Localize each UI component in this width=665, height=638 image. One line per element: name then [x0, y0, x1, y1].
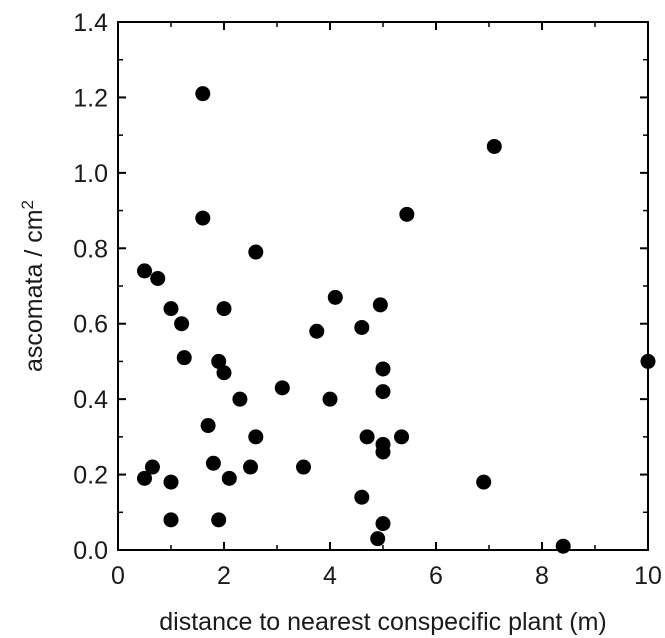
y-tick-label: 0.4	[73, 386, 108, 414]
x-axis-title: distance to nearest conspecific plant (m…	[159, 608, 606, 636]
data-point	[195, 210, 211, 226]
data-point	[370, 531, 386, 547]
data-points	[137, 86, 656, 554]
x-tick-label: 10	[634, 562, 662, 590]
data-point	[137, 263, 152, 279]
data-point	[322, 391, 338, 407]
y-tick-label: 1.4	[73, 9, 108, 37]
data-point	[309, 323, 325, 339]
data-point	[137, 470, 152, 486]
data-point	[232, 391, 248, 407]
data-point	[274, 380, 290, 396]
y-tick-label: 0.2	[73, 462, 108, 490]
data-point	[354, 489, 370, 505]
data-point	[243, 459, 258, 475]
data-point	[399, 206, 415, 222]
data-point	[375, 361, 391, 377]
data-point	[163, 474, 179, 490]
data-point	[174, 316, 190, 332]
data-point	[200, 418, 216, 434]
data-point	[144, 459, 160, 475]
y-tick-label: 0.8	[73, 235, 108, 263]
data-point	[248, 429, 264, 445]
data-point	[211, 353, 227, 369]
data-point	[195, 86, 211, 102]
data-point	[211, 512, 227, 528]
data-point	[375, 516, 391, 532]
data-point	[216, 301, 232, 317]
data-point	[221, 470, 237, 486]
data-point	[205, 455, 221, 471]
y-axis-ticks: 0.0 0.2 0.4 0.6 0.8 1.0 1.2 1.4	[73, 9, 648, 565]
data-point	[163, 301, 179, 317]
y-axis-title-text: ascomata / cm	[20, 209, 48, 372]
data-point	[296, 459, 311, 475]
data-point	[375, 384, 391, 400]
data-point	[476, 474, 492, 490]
plot-area-frame	[117, 21, 649, 551]
y-tick-label: 0.6	[73, 311, 108, 339]
x-tick-label: 8	[535, 562, 549, 590]
data-point	[163, 512, 179, 528]
data-point	[394, 429, 410, 445]
y-tick-label: 1.2	[73, 84, 108, 112]
data-point	[372, 297, 388, 313]
x-tick-label: 6	[429, 562, 443, 590]
y-tick-label: 0.0	[73, 537, 108, 565]
x-tick-label: 4	[323, 562, 337, 590]
data-point	[555, 538, 571, 554]
data-point	[216, 365, 232, 381]
data-point	[640, 353, 656, 369]
data-point	[486, 138, 502, 154]
x-tick-label: 0	[111, 562, 125, 590]
x-axis-ticks: 0 2 4 6 8 10	[111, 22, 662, 590]
data-point	[248, 244, 264, 260]
y-axis-title: ascomata / cm2	[18, 200, 48, 372]
data-point	[176, 350, 192, 366]
data-point	[375, 444, 391, 460]
data-point	[150, 270, 166, 286]
x-tick-label: 2	[217, 562, 231, 590]
y-axis-title-superscript: 2	[18, 200, 37, 209]
data-point	[327, 289, 343, 305]
data-point	[354, 319, 370, 335]
y-tick-label: 1.0	[73, 160, 108, 188]
data-point	[359, 429, 375, 445]
